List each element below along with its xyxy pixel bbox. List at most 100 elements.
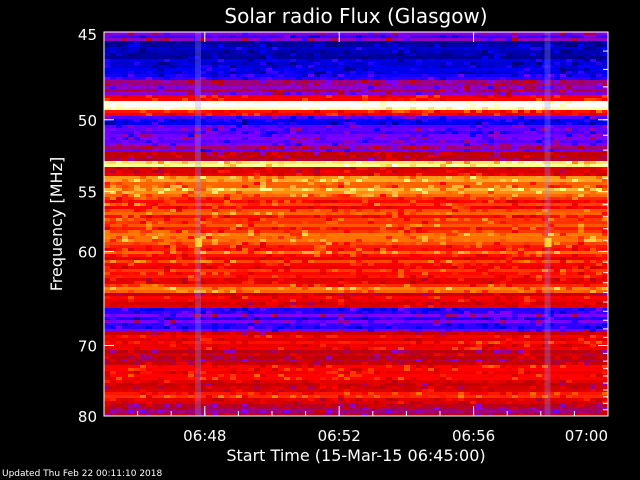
heat-cell <box>386 116 392 119</box>
heat-cell <box>128 299 134 302</box>
heat-cell <box>578 338 584 341</box>
heat-cell <box>224 95 230 98</box>
heat-cell <box>164 242 170 245</box>
heat-cell <box>110 398 116 401</box>
heat-cell <box>212 257 218 260</box>
heat-cell <box>176 257 182 260</box>
heat-cell <box>122 122 128 125</box>
heat-cell <box>338 353 344 356</box>
heat-cell <box>152 332 158 335</box>
heat-cell <box>140 101 146 104</box>
heat-cell <box>602 371 608 374</box>
heat-cell <box>440 272 446 275</box>
heat-cell <box>128 236 134 239</box>
heat-cell <box>512 212 518 215</box>
heat-cell <box>350 71 356 74</box>
heat-cell <box>296 95 302 98</box>
heat-cell <box>554 278 560 281</box>
heat-cell <box>554 200 560 203</box>
heat-cell <box>218 44 224 47</box>
heat-cell <box>182 161 188 164</box>
heat-cell <box>488 341 494 344</box>
heat-cell <box>518 413 524 416</box>
heat-cell <box>182 374 188 377</box>
heat-cell <box>122 200 128 203</box>
heat-cell <box>566 338 572 341</box>
heat-cell <box>464 284 470 287</box>
heat-cell <box>512 161 518 164</box>
heat-cell <box>470 266 476 269</box>
heat-cell <box>530 317 536 320</box>
heat-cell <box>602 173 608 176</box>
heat-cell <box>236 71 242 74</box>
heat-cell <box>446 287 452 290</box>
heat-cell <box>566 380 572 383</box>
heat-cell <box>458 278 464 281</box>
heat-cell <box>194 248 200 251</box>
heat-cell <box>566 341 572 344</box>
heat-cell <box>446 176 452 179</box>
heat-cell <box>590 239 596 242</box>
heat-cell <box>320 317 326 320</box>
heat-cell <box>110 164 116 167</box>
heat-cell <box>278 74 284 77</box>
heat-cell <box>356 242 362 245</box>
heat-cell <box>524 143 530 146</box>
heat-cell <box>254 248 260 251</box>
heat-cell <box>290 401 296 404</box>
heat-cell <box>578 134 584 137</box>
heat-cell <box>422 116 428 119</box>
heat-cell <box>194 260 200 263</box>
heat-cell <box>164 218 170 221</box>
heat-cell <box>248 323 254 326</box>
heat-cell <box>476 398 482 401</box>
heat-cell <box>458 146 464 149</box>
heat-cell <box>146 230 152 233</box>
heat-cell <box>398 158 404 161</box>
heat-cell <box>146 284 152 287</box>
heat-cell <box>308 293 314 296</box>
heat-cell <box>392 56 398 59</box>
heat-cell <box>134 347 140 350</box>
heat-cell <box>170 185 176 188</box>
heat-cell <box>482 176 488 179</box>
heat-cell <box>146 233 152 236</box>
heat-cell <box>374 167 380 170</box>
heat-cell <box>470 260 476 263</box>
heat-cell <box>272 116 278 119</box>
heat-cell <box>422 383 428 386</box>
heat-cell <box>230 197 236 200</box>
heat-cell <box>542 83 548 86</box>
heat-cell <box>242 341 248 344</box>
heat-cell <box>224 218 230 221</box>
heat-cell <box>176 71 182 74</box>
heat-cell <box>296 365 302 368</box>
heat-cell <box>278 215 284 218</box>
heat-cell <box>230 209 236 212</box>
heat-cell <box>284 209 290 212</box>
heat-cell <box>104 65 110 68</box>
heat-cell <box>386 389 392 392</box>
heat-cell <box>566 185 572 188</box>
heat-cell <box>140 398 146 401</box>
heat-cell <box>170 290 176 293</box>
heat-cell <box>212 53 218 56</box>
heat-cell <box>326 200 332 203</box>
heat-cell <box>164 59 170 62</box>
heat-cell <box>404 116 410 119</box>
heat-cell <box>386 362 392 365</box>
heat-cell <box>206 248 212 251</box>
heat-cell <box>602 251 608 254</box>
heat-cell <box>296 356 302 359</box>
heat-cell <box>524 380 530 383</box>
heat-cell <box>374 395 380 398</box>
heat-cell <box>578 362 584 365</box>
heat-cell <box>266 176 272 179</box>
heat-cell <box>338 362 344 365</box>
heat-cell <box>140 227 146 230</box>
heat-cell <box>302 296 308 299</box>
heat-cell <box>134 380 140 383</box>
heat-cell <box>152 65 158 68</box>
heat-cell <box>404 218 410 221</box>
heat-cell <box>320 71 326 74</box>
